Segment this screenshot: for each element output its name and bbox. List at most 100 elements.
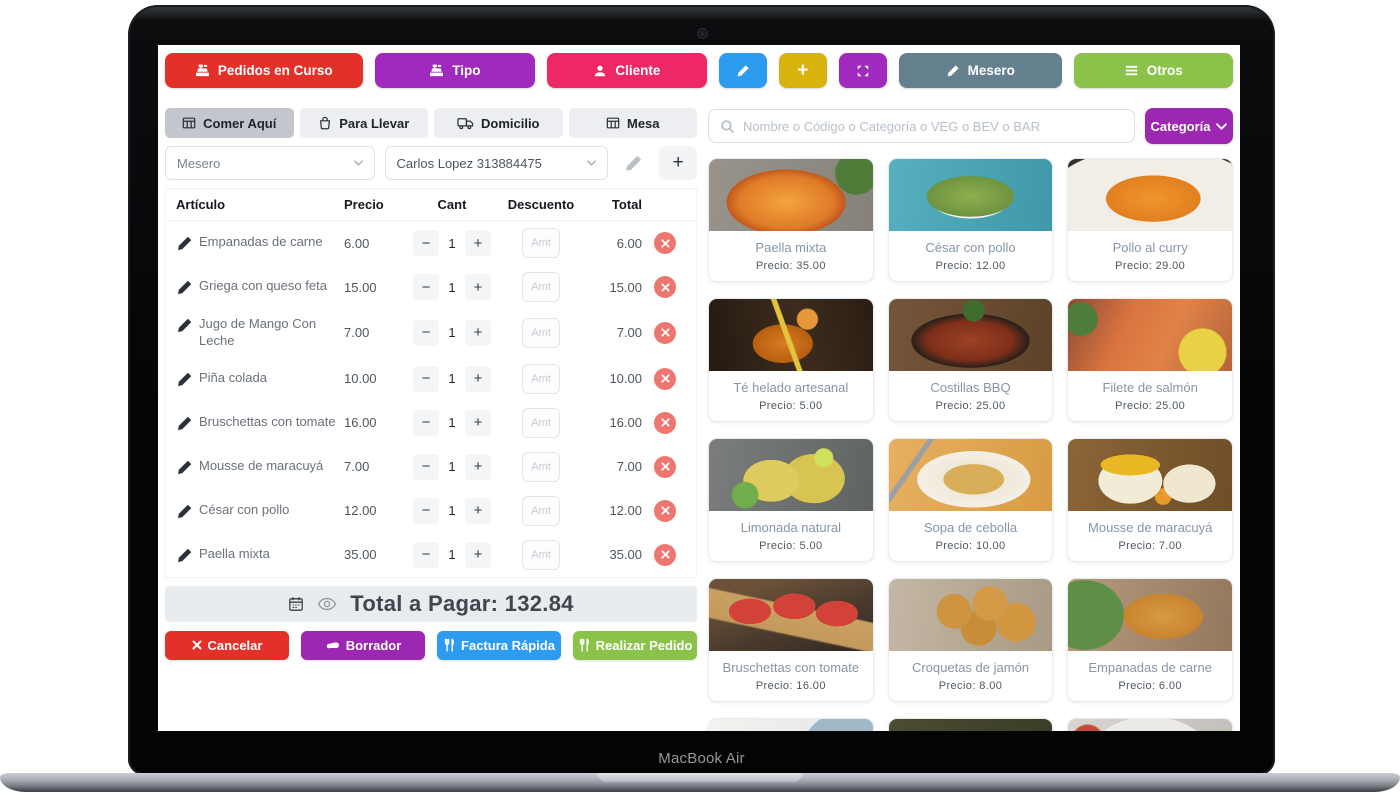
x-icon <box>660 462 670 471</box>
remove-item-button[interactable] <box>654 232 676 254</box>
product-card[interactable]: Pollo al curry Precio: 29.00 <box>1067 158 1233 282</box>
qty-decrease-button[interactable]: − <box>413 365 439 392</box>
add-client-button[interactable]: + <box>659 146 697 180</box>
cliente-button[interactable]: Cliente <box>547 53 707 88</box>
eye-icon[interactable] <box>317 597 337 611</box>
product-card[interactable]: Sopa de cebolla Precio: 10.00 <box>887 438 1054 562</box>
product-price: Precio: 16.00 <box>755 680 826 692</box>
product-image <box>888 719 1053 731</box>
discount-input[interactable] <box>522 317 560 348</box>
cash-register-icon <box>430 64 444 77</box>
product-image <box>1068 579 1232 651</box>
tab-domicilio[interactable]: Domicilio <box>434 108 563 138</box>
order-item-name: Mousse de maracuyá <box>199 457 324 473</box>
edit-item-icon[interactable] <box>176 503 193 520</box>
product-image <box>888 439 1053 511</box>
product-card[interactable]: César con pollo Precio: 12.00 <box>887 158 1054 282</box>
edit-item-icon[interactable] <box>176 235 193 252</box>
order-item-price: 35.00 <box>344 547 377 563</box>
qty-increase-button[interactable]: + <box>465 319 491 346</box>
qty-decrease-button[interactable]: − <box>413 274 439 300</box>
discount-input[interactable] <box>522 539 560 570</box>
product-card[interactable] <box>887 718 1054 731</box>
qty-increase-button[interactable]: + <box>465 409 491 436</box>
product-card[interactable] <box>708 718 874 731</box>
edit-button[interactable] <box>718 53 767 88</box>
discount-input[interactable] <box>522 272 560 302</box>
factura-rapida-button[interactable]: Factura Rápida <box>437 630 561 660</box>
qty-increase-button[interactable]: + <box>465 274 491 300</box>
order-item-total: 12.00 <box>609 503 642 519</box>
edit-item-icon[interactable] <box>176 459 193 476</box>
x-icon <box>660 418 670 427</box>
order-item-price: 10.00 <box>344 371 377 387</box>
remove-item-button[interactable] <box>654 455 676 478</box>
calendar-icon[interactable] <box>288 596 304 612</box>
expand-button[interactable] <box>838 53 887 88</box>
table-grid-icon <box>606 117 620 129</box>
mesero-label: Mesero <box>967 63 1015 78</box>
product-card[interactable]: Costillas BBQ Precio: 25.00 <box>887 298 1054 422</box>
qty-decrease-button[interactable]: − <box>413 541 439 568</box>
qty-decrease-button[interactable]: − <box>413 409 439 436</box>
realizar-pedido-button[interactable]: Realizar Pedido <box>573 630 697 660</box>
discount-input[interactable] <box>522 228 560 258</box>
qty-increase-button[interactable]: + <box>465 541 491 568</box>
product-image <box>888 579 1053 651</box>
edit-item-icon[interactable] <box>176 371 193 388</box>
tipo-button[interactable]: Tipo <box>374 53 536 88</box>
product-card[interactable]: Limonada natural Precio: 5.00 <box>708 438 874 562</box>
search-icon <box>721 119 735 133</box>
tab-comer-aqui[interactable]: Comer Aquí <box>165 108 294 138</box>
pedidos-en-curso-button[interactable]: Pedidos en Curso <box>165 53 363 88</box>
edit-client-button[interactable] <box>618 147 650 179</box>
cancelar-button[interactable]: Cancelar <box>165 630 289 660</box>
order-item-name: Paella mixta <box>199 545 270 561</box>
borrador-button[interactable]: Borrador <box>301 630 425 660</box>
product-card[interactable]: Croquetas de jamón Precio: 8.00 <box>887 578 1054 702</box>
qty-decrease-button[interactable]: − <box>413 319 439 346</box>
discount-input[interactable] <box>522 363 560 394</box>
tab-para-llevar[interactable]: Para Llevar <box>299 108 428 138</box>
product-name: Sopa de cebolla <box>923 520 1018 535</box>
cancelar-label: Cancelar <box>207 637 263 653</box>
remove-item-button[interactable] <box>654 276 676 298</box>
remove-item-button[interactable] <box>654 499 676 522</box>
edit-item-icon[interactable] <box>176 415 193 432</box>
product-name: Costillas BBQ <box>930 380 1011 395</box>
product-card[interactable]: Bruschettas con tomate Precio: 16.00 <box>708 578 874 702</box>
discount-input[interactable] <box>522 407 560 438</box>
discount-input[interactable] <box>522 495 560 526</box>
search-input[interactable] <box>743 118 1123 134</box>
remove-item-button[interactable] <box>654 321 676 344</box>
tab-mesa[interactable]: Mesa <box>568 108 697 138</box>
product-card[interactable] <box>1067 718 1233 731</box>
edit-item-icon[interactable] <box>176 279 193 296</box>
client-select-value: Carlos Lopez 313884475 <box>396 155 542 171</box>
product-card[interactable]: Empanadas de carne Precio: 6.00 <box>1067 578 1233 702</box>
client-select[interactable]: Carlos Lopez 313884475 <box>384 146 608 180</box>
remove-item-button[interactable] <box>654 411 676 434</box>
quantity-stepper: − 1 + <box>400 453 504 480</box>
qty-increase-button[interactable]: + <box>465 230 491 256</box>
product-card[interactable]: Té helado artesanal Precio: 5.00 <box>708 298 874 422</box>
qty-decrease-button[interactable]: − <box>413 230 439 256</box>
qty-decrease-button[interactable]: − <box>413 453 439 480</box>
qty-increase-button[interactable]: + <box>465 365 491 392</box>
discount-input[interactable] <box>522 451 560 482</box>
categoria-button[interactable]: Categoría <box>1145 108 1233 144</box>
product-card[interactable]: Mousse de maracuyá Precio: 7.00 <box>1067 438 1233 562</box>
product-card[interactable]: Filete de salmón Precio: 25.00 <box>1067 298 1233 422</box>
remove-item-button[interactable] <box>654 367 676 390</box>
qty-increase-button[interactable]: + <box>465 453 491 480</box>
waiter-select[interactable]: Mesero <box>165 146 375 180</box>
otros-button[interactable]: Otros <box>1073 53 1233 88</box>
edit-item-icon[interactable] <box>176 317 193 334</box>
qty-decrease-button[interactable]: − <box>413 497 439 524</box>
add-button[interactable]: + <box>778 53 827 88</box>
edit-item-icon[interactable] <box>176 547 193 564</box>
remove-item-button[interactable] <box>654 543 676 566</box>
product-card[interactable]: Paella mixta Precio: 35.00 <box>708 158 874 282</box>
mesero-button[interactable]: Mesero <box>899 53 1062 88</box>
qty-increase-button[interactable]: + <box>465 497 491 524</box>
